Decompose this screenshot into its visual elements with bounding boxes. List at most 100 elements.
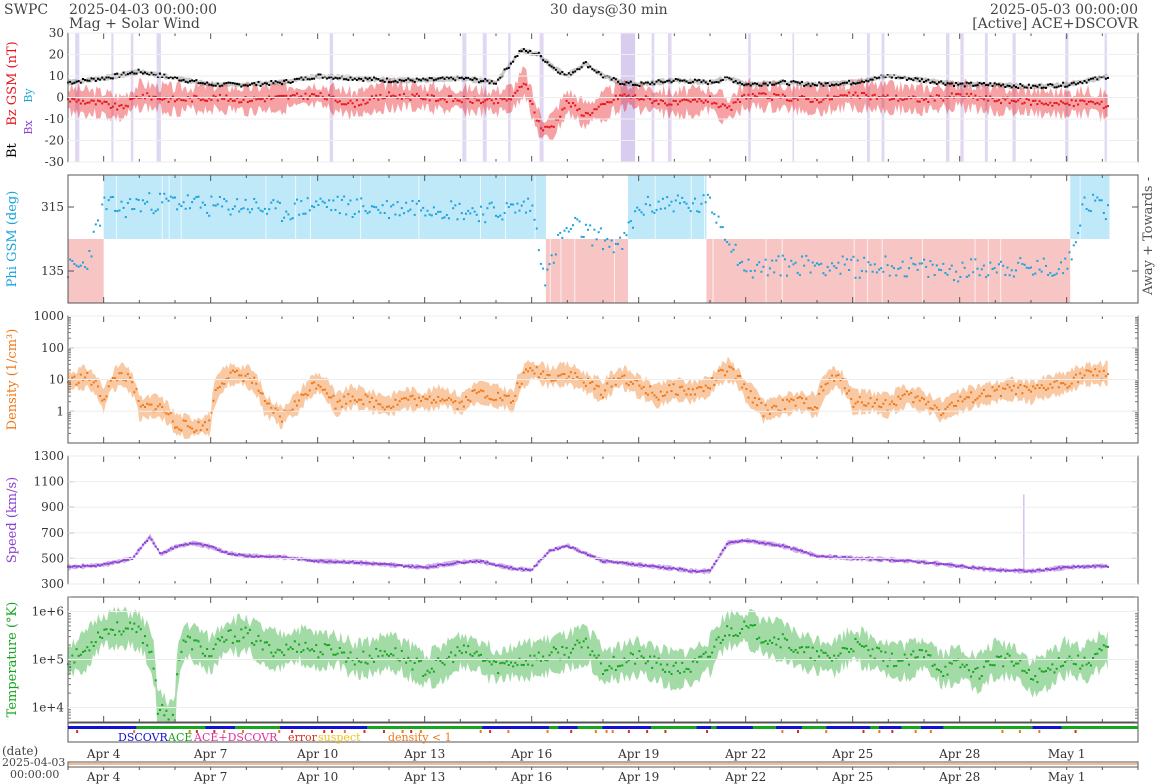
data-point [505, 99, 508, 102]
data-point [713, 81, 716, 84]
phi-sector-away [545, 239, 628, 303]
data-point [152, 73, 155, 76]
data-point [826, 555, 829, 558]
data-point [563, 107, 566, 110]
data-point [728, 77, 731, 80]
data-point [539, 55, 542, 58]
data-point [961, 400, 964, 403]
data-point [447, 655, 450, 658]
data-point [319, 92, 322, 95]
data-point [856, 400, 859, 403]
data-point [1064, 102, 1067, 105]
data-point [392, 654, 395, 657]
data-point [432, 95, 435, 98]
data-point [888, 559, 891, 562]
data-point [184, 420, 187, 422]
data-point [146, 402, 149, 405]
data-point [642, 565, 645, 567]
data-point [1055, 86, 1058, 89]
data-point [775, 643, 778, 646]
data-point [199, 429, 202, 432]
data-point [644, 564, 647, 567]
y-tick-label-0: 30 [49, 26, 64, 40]
data-point [118, 372, 121, 375]
data-point [255, 98, 258, 101]
data-point [381, 654, 384, 657]
y-tick-label-2: 100 [41, 341, 64, 355]
data-point [803, 264, 806, 267]
data-point [775, 93, 778, 96]
data-point [1012, 275, 1015, 278]
data-point [668, 103, 671, 106]
data-point [306, 78, 309, 81]
data-point [535, 564, 538, 567]
data-point [501, 218, 504, 221]
data-point [475, 392, 478, 395]
data-point [895, 94, 898, 97]
data-point [826, 654, 829, 657]
data-point [993, 267, 996, 270]
data-point [103, 562, 106, 565]
data-point [768, 81, 771, 84]
data-point [353, 212, 356, 215]
quality-flag [825, 730, 828, 733]
data-point [1087, 209, 1090, 212]
data-point [272, 411, 275, 414]
data-point [629, 381, 632, 383]
data-point [711, 377, 714, 379]
data-point [1019, 659, 1022, 662]
data-point [334, 99, 337, 102]
data-point [445, 75, 448, 78]
data-point [955, 404, 958, 407]
data-point [777, 81, 780, 84]
data-point [745, 97, 748, 100]
data-point [407, 210, 410, 213]
data-point [935, 94, 938, 97]
data-point [582, 640, 585, 643]
data-point [850, 258, 853, 261]
data-point [636, 97, 639, 100]
data-point [809, 407, 812, 410]
data-point [473, 560, 476, 563]
data-point [191, 648, 194, 651]
data-point [1023, 86, 1026, 89]
data-point [739, 540, 741, 543]
data-point [505, 395, 508, 398]
data-point [422, 566, 425, 569]
data-point [186, 635, 189, 638]
data-point [886, 94, 889, 97]
data-point [403, 212, 405, 215]
data-point [820, 82, 823, 85]
data-point [901, 76, 904, 79]
data-point [820, 385, 823, 388]
data-point [495, 564, 497, 567]
data-point [251, 99, 253, 102]
data-point [1102, 644, 1105, 647]
data-point [1060, 567, 1062, 570]
data-point [1025, 86, 1028, 89]
data-point [651, 666, 654, 669]
speed-series [67, 536, 1109, 573]
data-point [261, 210, 264, 213]
data-point [501, 399, 504, 402]
data-point [970, 675, 973, 678]
data-point [764, 543, 767, 546]
data-point [694, 393, 696, 396]
data-point [409, 79, 412, 82]
data-point [84, 565, 87, 568]
data-point [839, 379, 842, 382]
data-point [152, 95, 155, 98]
data-point [270, 555, 273, 558]
data-point [1064, 383, 1067, 386]
data-point [664, 670, 667, 673]
data-point [728, 105, 731, 108]
data-point [591, 380, 594, 383]
data-point [109, 106, 112, 109]
data-point [788, 646, 791, 649]
data-point [1010, 99, 1013, 102]
data-point [743, 620, 746, 623]
data-point [191, 201, 194, 204]
data-point [129, 98, 132, 101]
data-point [687, 668, 690, 671]
data-point [319, 197, 322, 200]
